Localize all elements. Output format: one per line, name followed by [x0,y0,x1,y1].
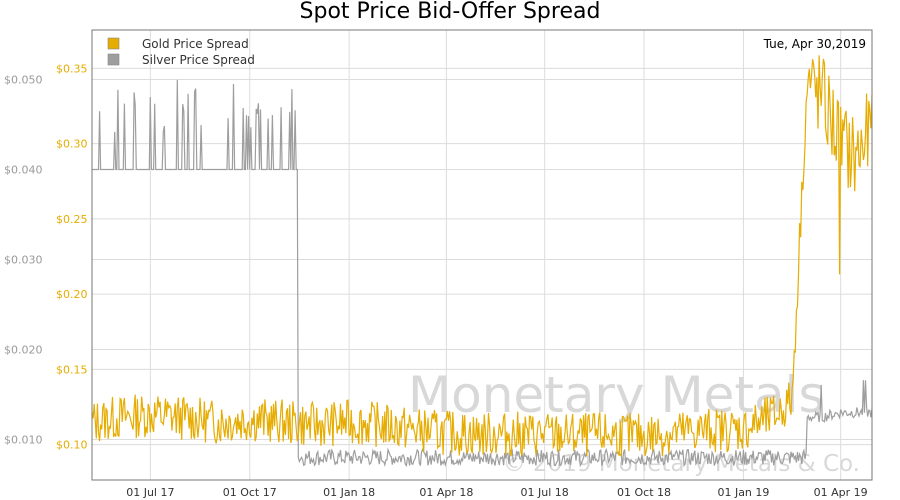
legend-label: Gold Price Spread [142,37,249,51]
x-axis-tick-label: 01 Jul 18 [521,486,569,499]
legend-swatch [107,37,120,50]
silver-axis-tick-label: $0.040 [4,164,43,177]
silver-axis-tick-label: $0.020 [4,344,43,357]
gold-axis-tick-label: $0.35 [56,62,88,75]
silver-axis-tick-label: $0.050 [4,74,43,87]
legend-label: Silver Price Spread [142,53,255,67]
silver-axis-tick-label: $0.030 [4,254,43,267]
y-axis-ticks: $0.010 $0.020 $0.030 $0.040 $0.050 $0.10 $0.15… [4,62,88,451]
x-axis-tick-label: 01 Jul 17 [126,486,174,499]
gold-axis-tick-label: $0.30 [56,138,88,151]
silver-spread-line [92,79,873,468]
gold-axis-tick-label: $0.10 [56,439,88,452]
x-axis-tick-label: 01 Jan 19 [717,486,769,499]
chart-title: Spot Price Bid-Offer Spread [300,0,601,24]
silver-axis-tick-label: $0.010 [4,434,43,447]
x-axis-tick-label: 01 Oct 18 [617,486,671,499]
x-axis-tick-label: 01 Oct 17 [223,486,277,499]
gold-spread-line [91,55,873,457]
gold-axis-tick-label: $0.25 [56,213,88,226]
plot-frame [91,29,873,481]
legend: Gold Price Spread Silver Price Spread [107,37,255,67]
series-layer [91,55,873,468]
date-label: Tue, Apr 30,2019 [763,37,866,51]
gold-axis-tick-label: $0.15 [56,363,88,376]
x-axis-tick-label: 01 Apr 19 [814,486,868,499]
x-axis-tick-label: 01 Jan 18 [323,486,375,499]
x-axis-tick-label: 01 Apr 18 [419,486,473,499]
gold-axis-tick-label: $0.20 [56,288,88,301]
x-axis-ticks: 01 Jul 17 01 Oct 17 01 Jan 18 01 Apr 18 01 J… [126,486,867,499]
legend-swatch [107,53,120,66]
